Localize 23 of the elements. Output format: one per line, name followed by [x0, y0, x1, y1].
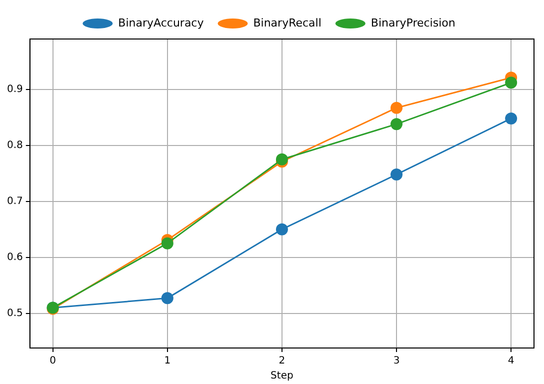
- y-tick-label: 0.7: [6, 196, 23, 207]
- point: [390, 102, 403, 114]
- point: [276, 153, 288, 166]
- legend-label: BinaryAccuracy: [118, 16, 204, 30]
- x-tick-label: 3: [393, 356, 400, 367]
- x-tick-label: 0: [50, 356, 56, 367]
- point: [390, 118, 403, 130]
- legend-label: BinaryPrecision: [370, 16, 456, 30]
- y-tick-label: 0.9: [6, 84, 23, 95]
- point: [161, 292, 174, 304]
- y-tick-label: 0.5: [6, 308, 23, 319]
- legend-label: BinaryRecall: [253, 16, 322, 30]
- y-tick-label: 0.6: [6, 252, 23, 263]
- x-tick-label: 2: [278, 356, 286, 367]
- x-tick-label: 1: [164, 356, 171, 367]
- point: [390, 168, 403, 180]
- x-axis-title: Step: [270, 370, 294, 382]
- point: [276, 223, 288, 236]
- point: [505, 112, 518, 124]
- y-tick-label: 0.8: [6, 140, 23, 151]
- point: [505, 76, 518, 89]
- point: [161, 237, 174, 250]
- x-tick-label: 4: [508, 356, 514, 367]
